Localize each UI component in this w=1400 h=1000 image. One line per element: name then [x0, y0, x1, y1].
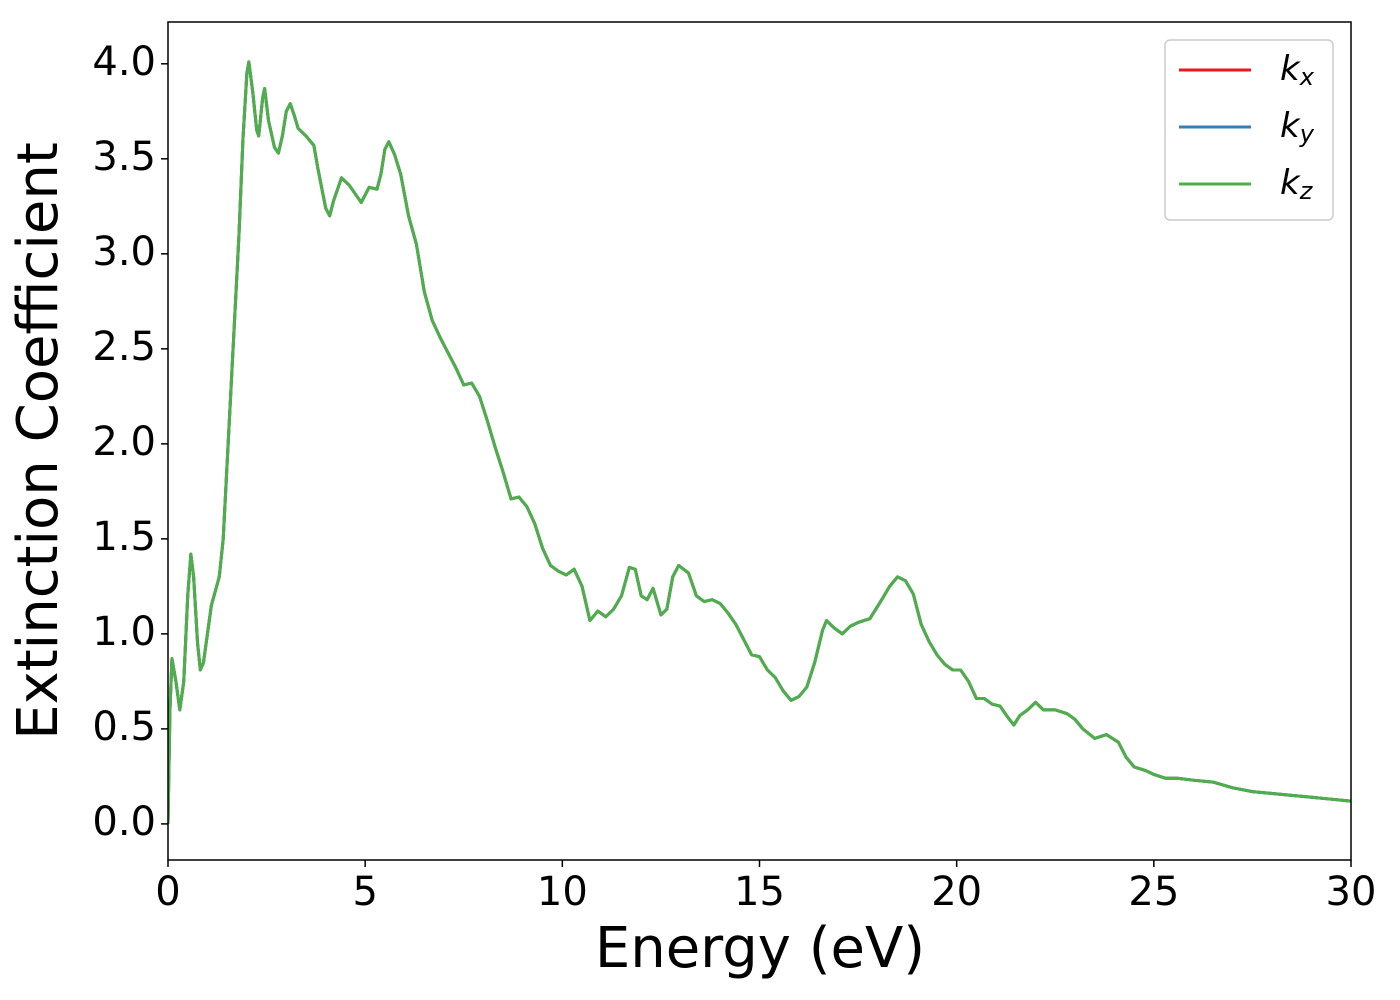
y-tick-label: 0.5: [92, 704, 156, 750]
legend-label: ky: [1280, 106, 1315, 149]
x-tick-label: 0: [155, 869, 180, 915]
y-tick-label: 3.0: [92, 229, 156, 275]
plot-frame: [167, 21, 1352, 861]
y-tick-label: 1.5: [92, 514, 156, 560]
x-tick-label: 30: [1326, 869, 1377, 915]
y-tick-label: 0.0: [92, 799, 156, 845]
y-tick-label: 2.0: [92, 419, 156, 465]
y-tick-label: 1.0: [92, 609, 156, 655]
x-tick-label: 20: [931, 869, 982, 915]
x-tick-label: 10: [537, 869, 588, 915]
y-tick-label: 3.5: [92, 134, 156, 180]
legend-label: kx: [1280, 49, 1315, 92]
y-tick-label: 2.5: [92, 324, 156, 370]
line-series: [168, 60, 1351, 824]
x-axis-label: Energy (eV): [595, 916, 925, 981]
x-tick-label: 25: [1128, 869, 1179, 915]
y-tick-label: 4.0: [92, 39, 156, 85]
legend-label: kz: [1280, 163, 1314, 206]
x-tick-label: 15: [734, 869, 785, 915]
y-axis-label: Extinction Coefficient: [6, 142, 71, 740]
x-tick-label: 5: [352, 869, 377, 915]
legend-box: [1164, 39, 1334, 221]
